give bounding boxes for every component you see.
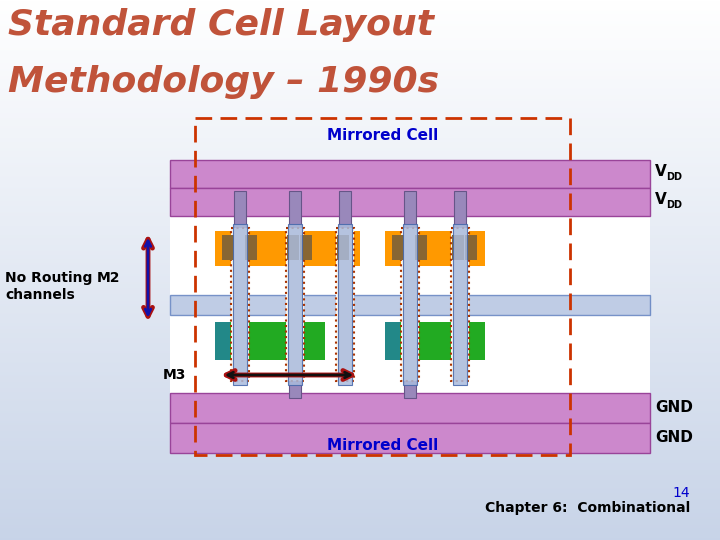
Bar xyxy=(286,228,304,381)
Bar xyxy=(403,224,417,385)
Text: GND: GND xyxy=(655,430,693,445)
Bar xyxy=(195,118,570,455)
Bar xyxy=(339,191,351,269)
Bar xyxy=(215,322,325,360)
Bar xyxy=(231,228,249,381)
Bar xyxy=(385,322,400,360)
Bar xyxy=(392,235,404,260)
Bar xyxy=(385,231,485,266)
Text: 14: 14 xyxy=(672,486,690,500)
Bar xyxy=(451,228,469,381)
Text: V: V xyxy=(655,192,667,206)
Bar xyxy=(338,224,352,385)
Bar xyxy=(215,231,360,266)
Bar xyxy=(170,393,650,423)
Bar xyxy=(170,294,650,314)
Text: GND: GND xyxy=(655,401,693,415)
Text: No Routing
channels: No Routing channels xyxy=(5,272,92,302)
Bar xyxy=(234,191,246,269)
Bar xyxy=(222,235,234,260)
Bar xyxy=(454,191,466,269)
Bar xyxy=(233,224,247,385)
Bar xyxy=(453,224,467,385)
Bar xyxy=(170,216,650,393)
Bar xyxy=(415,235,427,260)
Bar xyxy=(404,343,416,398)
Bar xyxy=(452,235,464,260)
Bar xyxy=(385,322,485,360)
Bar xyxy=(287,235,299,260)
Bar xyxy=(170,188,650,216)
Text: M2: M2 xyxy=(96,271,120,285)
Text: V: V xyxy=(655,164,667,179)
Text: DD: DD xyxy=(666,172,682,182)
Bar xyxy=(289,191,301,269)
Text: Methodology – 1990s: Methodology – 1990s xyxy=(8,65,439,99)
Bar xyxy=(245,235,257,260)
Bar xyxy=(465,235,477,260)
Bar xyxy=(336,228,354,381)
Text: Chapter 6:  Combinational: Chapter 6: Combinational xyxy=(485,501,690,515)
Bar xyxy=(215,322,230,360)
Bar xyxy=(170,423,650,453)
Bar xyxy=(404,191,416,269)
Bar xyxy=(300,235,312,260)
Bar xyxy=(289,343,301,398)
Text: Standard Cell Layout: Standard Cell Layout xyxy=(8,8,434,42)
Text: DD: DD xyxy=(666,200,682,210)
Text: Mirrored Cell: Mirrored Cell xyxy=(327,129,438,144)
Bar xyxy=(170,160,650,188)
Bar xyxy=(288,224,302,385)
Text: M3: M3 xyxy=(163,368,186,382)
Text: Mirrored Cell: Mirrored Cell xyxy=(327,437,438,453)
Bar xyxy=(401,228,419,381)
Bar xyxy=(337,235,349,260)
